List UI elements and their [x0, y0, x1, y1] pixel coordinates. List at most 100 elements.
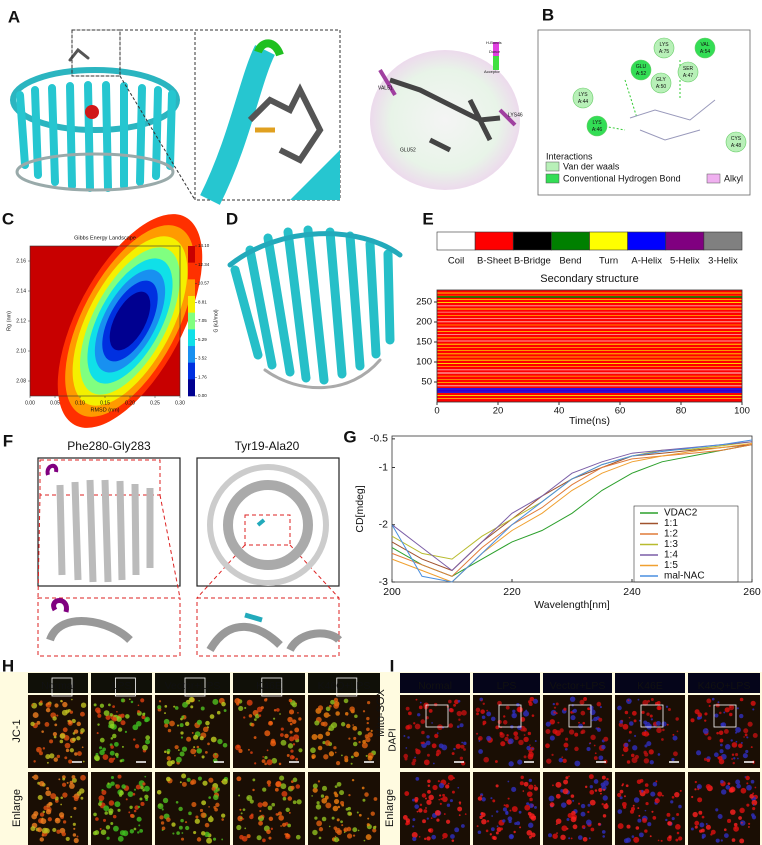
signal-spot — [557, 721, 560, 724]
signal-spot — [328, 714, 331, 717]
signal-spot — [47, 817, 52, 822]
signal-spot — [333, 746, 337, 750]
signal-spot — [316, 820, 323, 827]
signal-spot — [298, 717, 302, 721]
legend-swatch — [665, 231, 705, 251]
signal-spot — [201, 800, 207, 806]
signal-spot — [752, 792, 755, 795]
signal-spot — [279, 713, 281, 715]
signal-spot — [564, 747, 568, 751]
signal-spot — [334, 835, 337, 838]
series-line — [391, 441, 753, 560]
signal-spot — [133, 788, 137, 791]
signal-spot — [74, 752, 78, 756]
signal-spot — [362, 798, 366, 802]
signal-spot — [509, 809, 512, 812]
signal-spot — [666, 723, 669, 726]
signal-spot — [523, 755, 527, 759]
signal-spot — [93, 812, 97, 817]
signal-spot — [407, 711, 412, 716]
signal-spot — [258, 714, 262, 717]
signal-spot — [201, 831, 206, 836]
signal-spot — [252, 778, 256, 782]
y-tick-label: 2.08 — [16, 378, 26, 384]
signal-spot — [312, 787, 318, 793]
signal-spot — [656, 705, 662, 711]
residue-position: A:75 — [659, 49, 670, 55]
signal-spot — [346, 826, 352, 832]
signal-spot — [181, 746, 188, 752]
signal-spot — [164, 723, 169, 728]
signal-spot — [132, 792, 136, 796]
signal-spot — [129, 805, 133, 809]
signal-spot — [367, 755, 373, 761]
signal-spot — [103, 805, 110, 812]
plot-frame — [436, 289, 743, 403]
signal-spot — [730, 809, 736, 815]
signal-spot — [478, 749, 483, 754]
chart-title: Gibbs Energy Landscape — [74, 235, 136, 241]
signal-spot — [513, 830, 516, 834]
signal-spot — [264, 698, 268, 702]
signal-spot — [82, 760, 85, 763]
signal-spot — [746, 736, 749, 739]
signal-spot — [436, 749, 442, 755]
signal-spot — [717, 701, 720, 704]
signal-spot — [132, 724, 139, 731]
micrograph — [615, 695, 685, 768]
signal-spot — [281, 790, 288, 797]
signal-spot — [678, 836, 683, 841]
signal-spot — [271, 802, 276, 807]
signal-spot — [53, 757, 58, 762]
signal-spot — [582, 721, 586, 725]
signal-spot — [324, 795, 329, 800]
signal-spot — [494, 760, 498, 764]
signal-spot — [76, 835, 79, 838]
signal-spot — [570, 816, 577, 823]
signal-spot — [202, 726, 209, 733]
signal-spot — [635, 826, 640, 830]
signal-spot — [505, 804, 509, 808]
x-tick-label: 0.20 — [125, 400, 135, 406]
y-tick-label: -3 — [379, 576, 388, 588]
signal-spot — [448, 699, 452, 704]
roi-box — [498, 704, 522, 728]
signal-spot — [403, 735, 406, 737]
signal-spot — [442, 793, 445, 797]
signal-spot — [628, 739, 631, 742]
signal-spot — [459, 723, 464, 728]
signal-spot — [71, 775, 76, 779]
signal-spot — [129, 829, 135, 834]
signal-spot — [455, 743, 461, 749]
signal-spot — [697, 712, 703, 717]
signal-spot — [624, 742, 629, 748]
signal-spot — [334, 793, 339, 798]
signal-spot — [193, 734, 199, 740]
signal-spot — [175, 800, 179, 804]
series-line — [391, 439, 753, 583]
signal-spot — [731, 742, 738, 748]
signal-spot — [209, 714, 215, 719]
signal-spot — [330, 724, 333, 726]
signal-spot — [287, 716, 293, 723]
signal-spot — [223, 709, 227, 712]
signal-spot — [433, 702, 438, 707]
signal-spot — [588, 742, 591, 745]
signal-spot — [529, 744, 531, 747]
signal-spot — [478, 740, 481, 742]
signal-spot — [110, 822, 114, 825]
roi-box — [51, 677, 73, 697]
signal-spot — [418, 835, 421, 838]
signal-spot — [125, 798, 128, 801]
signal-spot — [442, 837, 444, 840]
signal-spot — [529, 797, 533, 802]
signal-spot — [199, 808, 204, 813]
signal-spot — [556, 832, 558, 834]
signal-spot — [460, 824, 465, 828]
signal-spot — [181, 832, 184, 834]
signal-spot — [185, 825, 190, 831]
signal-spot — [405, 818, 411, 823]
signal-spot — [258, 815, 264, 822]
signal-spot — [244, 706, 247, 710]
signal-spot — [45, 754, 51, 760]
